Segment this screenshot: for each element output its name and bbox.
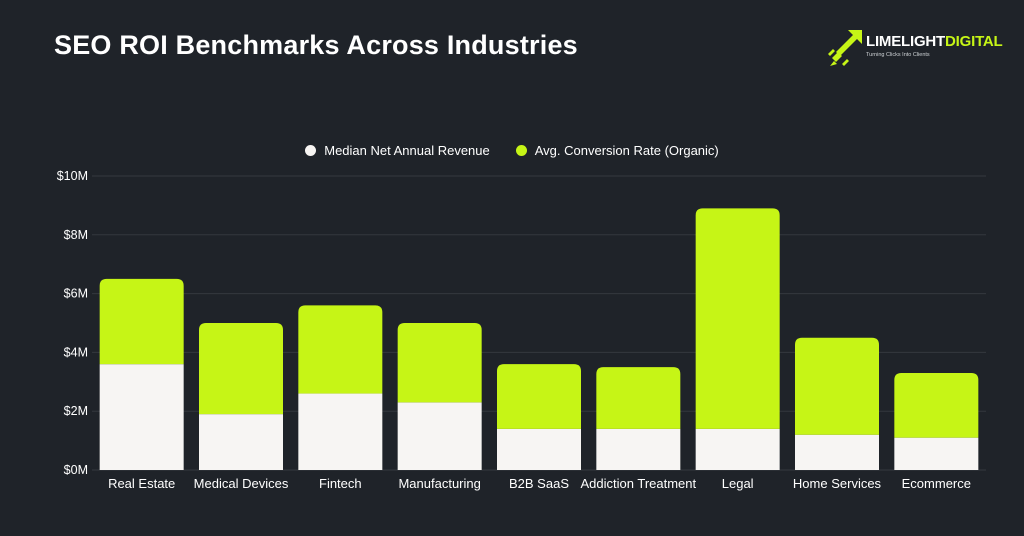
y-tick-label: $2M bbox=[64, 404, 88, 418]
legend-item-conversion[interactable]: Avg. Conversion Rate (Organic) bbox=[515, 143, 719, 158]
y-tick-label: $10M bbox=[57, 169, 88, 183]
x-category-label: Medical Devices bbox=[194, 476, 289, 491]
logo-tagline: Turning Clicks Into Clients bbox=[866, 52, 930, 58]
y-tick-label: $8M bbox=[64, 228, 88, 242]
x-category-label: B2B SaaS bbox=[509, 476, 569, 491]
bar-segment-conversion bbox=[99, 278, 184, 365]
bar-segment-revenue bbox=[99, 364, 184, 470]
bar-segment-revenue bbox=[397, 402, 482, 470]
legend-swatch-green bbox=[515, 145, 527, 156]
bar-segment-revenue bbox=[298, 393, 383, 470]
bar-segment-conversion bbox=[695, 208, 780, 429]
legend-label-conversion: Avg. Conversion Rate (Organic) bbox=[534, 143, 719, 158]
x-category-label: Addiction Treatment bbox=[581, 476, 697, 491]
logo-wordmark: LIMELIGHTDIGITAL bbox=[866, 33, 1003, 50]
y-tick-label: $4M bbox=[64, 345, 88, 359]
x-category-label: Fintech bbox=[319, 476, 362, 491]
bar-segment-revenue bbox=[497, 428, 581, 470]
legend-item-revenue[interactable]: Median Net Annual Revenue bbox=[305, 143, 490, 158]
x-category-label: Manufacturing bbox=[398, 476, 480, 491]
x-category-label: Home Services bbox=[793, 476, 882, 491]
x-category-label: Real Estate bbox=[108, 476, 175, 491]
bar-segment-conversion bbox=[199, 323, 283, 415]
brand-logo[interactable]: LIMELIGHTDIGITAL Turning Clicks Into Cli… bbox=[828, 28, 1003, 68]
bar-segment-conversion bbox=[795, 337, 879, 435]
logo-word-part2: DIGITAL bbox=[945, 33, 1003, 50]
bar-segment-conversion bbox=[397, 323, 482, 403]
bar-segment-conversion bbox=[596, 367, 681, 429]
bar-segment-revenue bbox=[795, 434, 879, 470]
legend-label-revenue: Median Net Annual Revenue bbox=[324, 143, 490, 158]
y-tick-label: $0M bbox=[64, 463, 88, 477]
bar-segment-conversion bbox=[298, 305, 383, 394]
bar-segment-conversion bbox=[497, 364, 581, 429]
logo-word-part1: LIMELIGHT bbox=[866, 33, 946, 50]
bar-segment-revenue bbox=[199, 414, 283, 470]
y-tick-label: $6M bbox=[64, 287, 88, 301]
x-category-label: Ecommerce bbox=[902, 476, 971, 491]
legend-swatch-white bbox=[305, 145, 317, 156]
bar-segment-revenue bbox=[894, 437, 979, 470]
page-title: SEO ROI Benchmarks Across Industries bbox=[54, 30, 578, 60]
chart-legend: Median Net Annual Revenue Avg. Conversio… bbox=[0, 143, 1024, 158]
bar-segment-revenue bbox=[596, 428, 681, 470]
bar-segment-conversion bbox=[894, 372, 979, 438]
x-category-label: Legal bbox=[722, 476, 754, 491]
rocket-arrow-icon bbox=[828, 30, 862, 66]
bar-segment-revenue bbox=[695, 428, 780, 470]
